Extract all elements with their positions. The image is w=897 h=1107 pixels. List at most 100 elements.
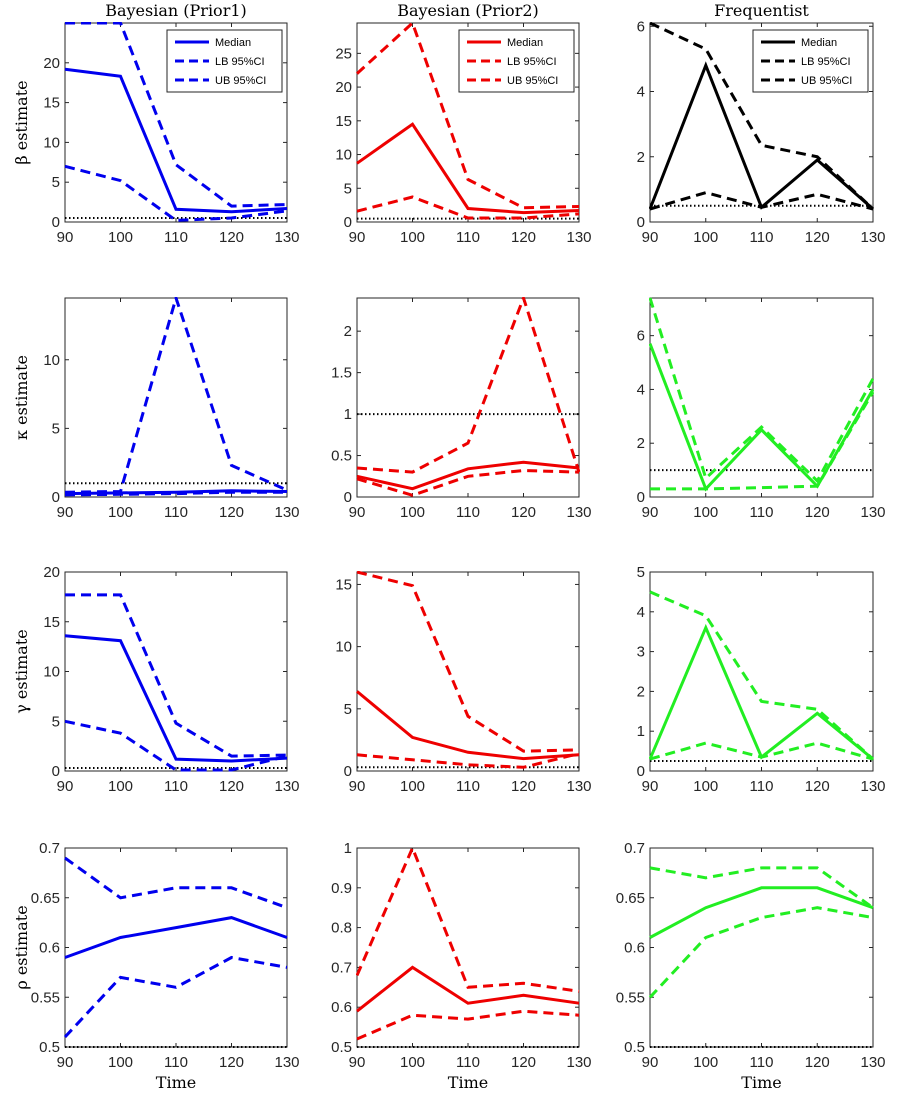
series-line-ub-95ci bbox=[65, 22, 288, 208]
x-tick-label: 130 bbox=[274, 1054, 299, 1071]
y-tick-label: 0.6 bbox=[39, 940, 60, 957]
x-tick-label: 120 bbox=[511, 778, 536, 795]
x-tick-label: 90 bbox=[642, 504, 659, 521]
y-axis-label: γ estimate bbox=[12, 629, 31, 713]
series-line-lb-95ci bbox=[64, 719, 288, 772]
y-tick-label: 0.65 bbox=[31, 890, 60, 907]
series-line-ub-95ci bbox=[356, 297, 580, 474]
x-tick-label: 110 bbox=[164, 504, 188, 521]
x-tick-label: 120 bbox=[511, 1054, 536, 1071]
panel-12: 0.5 0.55 0.6 0.65 0.7 90 100 110 120 130 Time bbox=[616, 840, 886, 1092]
y-tick-label: 2 bbox=[637, 683, 645, 700]
y-tick-label: 5 bbox=[52, 713, 60, 730]
x-tick-label: 90 bbox=[57, 504, 74, 521]
y-tick-label: 4 bbox=[637, 381, 645, 398]
series-line-median bbox=[649, 623, 874, 761]
y-tick-label: 0.7 bbox=[331, 959, 352, 976]
x-tick-label: 90 bbox=[57, 229, 74, 246]
x-tick-label: 90 bbox=[349, 229, 366, 246]
x-tick-label: 120 bbox=[805, 504, 830, 521]
y-tick-label: 0 bbox=[637, 763, 645, 780]
y-tick-label: 0.5 bbox=[331, 1039, 352, 1056]
y-tick-label: 0 bbox=[344, 214, 352, 231]
panel-8: 0 5 10 15 90 100 110 120 130 bbox=[335, 571, 592, 795]
y-tick-label: 0.6 bbox=[331, 999, 352, 1016]
y-tick-label: 15 bbox=[43, 614, 60, 631]
panel-4: 0 5 10 90 100 110 120 130 κ estimate bbox=[12, 297, 300, 521]
series-line-median bbox=[64, 634, 288, 763]
panel-10: 0.5 0.55 0.6 0.65 0.7 90 100 110 120 130 ρ estimat… bbox=[12, 840, 300, 1092]
x-tick-label: 110 bbox=[164, 1054, 188, 1071]
x-tick-label: 100 bbox=[693, 1054, 718, 1071]
x-tick-label: 90 bbox=[57, 1054, 74, 1071]
panel-9: 0 1 2 3 4 5 90 100 110 120 130 bbox=[637, 564, 886, 795]
panel-5: 0 0.5 1 1.5 2 90 100 110 120 130 bbox=[331, 297, 592, 521]
x-tick-label: 120 bbox=[805, 1054, 830, 1071]
y-tick-label: 25 bbox=[335, 45, 352, 62]
axes-box bbox=[649, 297, 874, 498]
y-tick-label: 5 bbox=[52, 174, 60, 191]
series-line-ub-95ci bbox=[64, 856, 288, 910]
x-tick-label: 120 bbox=[511, 504, 536, 521]
axes-box bbox=[64, 571, 288, 772]
legend-label: LB 95%CI bbox=[215, 56, 265, 68]
y-tick-label: 5 bbox=[52, 420, 60, 437]
x-axis-label: Time bbox=[156, 1073, 196, 1092]
panel-title: Bayesian (Prior2) bbox=[397, 1, 539, 20]
legend: Median LB 95%CI UB 95%CI bbox=[752, 29, 869, 93]
y-tick-label: 15 bbox=[43, 95, 60, 112]
y-tick-label: 1 bbox=[637, 723, 645, 740]
y-tick-label: 0 bbox=[637, 214, 645, 231]
y-tick-label: 0.65 bbox=[616, 890, 645, 907]
legend-label: LB 95%CI bbox=[507, 56, 557, 68]
x-tick-label: 120 bbox=[805, 229, 830, 246]
y-tick-label: 1 bbox=[344, 406, 352, 423]
panel-title: Frequentist bbox=[714, 1, 809, 20]
x-tick-label: 90 bbox=[349, 778, 366, 795]
axes-box bbox=[649, 847, 874, 1048]
x-tick-label: 120 bbox=[511, 229, 536, 246]
axes-box bbox=[356, 297, 580, 498]
x-tick-label: 110 bbox=[164, 229, 188, 246]
legend-label: LB 95%CI bbox=[801, 56, 851, 68]
series-line-lb-95ci bbox=[64, 955, 288, 1039]
legend-label: Median bbox=[215, 37, 251, 49]
x-tick-label: 100 bbox=[400, 229, 425, 246]
x-tick-label: 110 bbox=[164, 778, 188, 795]
y-axis-label: β estimate bbox=[12, 80, 31, 164]
legend-box bbox=[752, 29, 869, 93]
series-line-median bbox=[356, 690, 580, 761]
y-tick-label: 20 bbox=[335, 79, 352, 96]
legend-box bbox=[458, 29, 575, 93]
x-tick-label: 110 bbox=[750, 1054, 774, 1071]
series-line-lb-95ci bbox=[356, 195, 580, 220]
y-tick-label: 0 bbox=[52, 214, 60, 231]
x-tick-label: 100 bbox=[108, 504, 133, 521]
series-line-median bbox=[356, 122, 580, 215]
y-tick-label: 20 bbox=[43, 564, 60, 581]
y-axis-label: ρ estimate bbox=[12, 905, 31, 989]
y-tick-label: 3 bbox=[637, 644, 645, 661]
y-tick-label: 0.5 bbox=[39, 1039, 60, 1056]
x-tick-label: 130 bbox=[566, 229, 591, 246]
y-tick-label: 5 bbox=[637, 564, 645, 581]
x-tick-label: 120 bbox=[219, 1054, 244, 1071]
x-tick-label: 110 bbox=[750, 504, 774, 521]
panel-1: 0 5 10 15 20 90 100 110 120 130 Bayesian (Prior1) β… bbox=[12, 1, 300, 246]
series-line-lb-95ci bbox=[64, 164, 288, 222]
x-tick-label: 110 bbox=[456, 229, 480, 246]
x-tick-label: 90 bbox=[642, 1054, 659, 1071]
panel-3: 0 2 4 6 90 100 110 120 130 Frequentist Median LB 95… bbox=[637, 1, 886, 246]
y-tick-label: 1 bbox=[344, 840, 352, 857]
panel-6: 0 2 4 6 90 100 110 120 130 bbox=[637, 297, 886, 521]
x-tick-label: 90 bbox=[57, 778, 74, 795]
x-tick-label: 100 bbox=[400, 504, 425, 521]
x-tick-label: 90 bbox=[349, 504, 366, 521]
x-tick-label: 130 bbox=[860, 229, 885, 246]
legend: Median LB 95%CI UB 95%CI bbox=[458, 29, 575, 93]
series-line-lb-95ci bbox=[356, 752, 580, 769]
series-line-ub-95ci bbox=[356, 571, 580, 753]
y-tick-label: 4 bbox=[637, 604, 645, 621]
legend-label: Median bbox=[801, 37, 837, 49]
